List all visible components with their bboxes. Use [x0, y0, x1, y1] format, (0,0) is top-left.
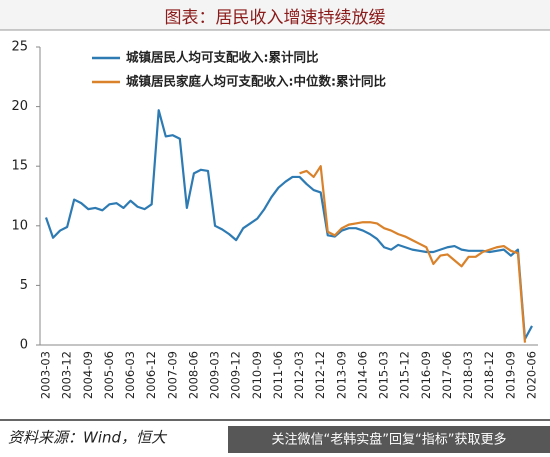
x-tick-label: 2007-09: [165, 351, 179, 399]
x-tick-label: 2006-12: [144, 351, 158, 399]
source: 资料来源：Wind，恒大: [8, 429, 168, 447]
title-bar: [0, 0, 550, 30]
y-tick-label: 15: [11, 159, 28, 174]
x-tick-label: 2003-12: [60, 351, 74, 399]
y-tick-label: 0: [20, 338, 28, 353]
x-tick-label: 2014-06: [355, 351, 369, 399]
x-tick-label: 2017-06: [440, 351, 454, 399]
watermark: 关注微信“老韩实盘”回复“指标”获取更多: [272, 432, 507, 448]
x-tick-label: 2013-09: [334, 351, 348, 399]
x-tick-label: 2009-03: [208, 351, 222, 399]
x-tick-label: 2015-12: [398, 351, 412, 399]
y-tick-label: 5: [20, 278, 28, 293]
x-tick-label: 2020-06: [525, 351, 539, 399]
y-tick-label: 20: [11, 99, 28, 114]
x-tick-label: 2015-03: [377, 351, 391, 399]
x-tick-label: 2019-09: [503, 351, 517, 399]
x-tick-label: 2012-03: [292, 351, 306, 399]
y-tick-label: 10: [11, 218, 28, 233]
x-tick-label: 2003-03: [39, 351, 53, 399]
x-tick-label: 2012-12: [313, 351, 327, 399]
x-tick-label: 2018-12: [482, 351, 496, 399]
chart-title: 图表：居民收入增速持续放缓: [165, 8, 386, 28]
y-tick-label: 25: [11, 40, 28, 55]
x-tick-label: 2010-09: [250, 351, 264, 399]
x-tick-label: 2016-09: [419, 351, 433, 399]
x-tick-label: 2011-06: [271, 351, 285, 399]
x-tick-label: 2005-06: [102, 351, 116, 399]
x-tick-label: 2004-09: [81, 351, 95, 399]
legend-label: 城镇居民家庭人均可支配收入:中位数:累计同比: [126, 74, 386, 89]
x-tick-label: 2009-12: [229, 351, 243, 399]
series-line: [299, 165, 527, 343]
x-tick-label: 2018-03: [461, 351, 475, 399]
x-tick-label: 2008-06: [186, 351, 200, 399]
series-line: [44, 109, 533, 341]
x-tick-label: 2006-03: [123, 351, 137, 399]
watermark-bg: [228, 426, 550, 453]
legend-label: 城镇居民人均可支配收入:累计同比: [126, 50, 319, 65]
